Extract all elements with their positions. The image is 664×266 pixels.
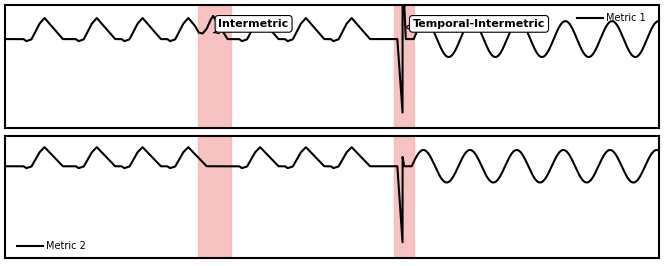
Text: Metric 1: Metric 1: [606, 13, 646, 23]
Bar: [198, 136, 230, 258]
Bar: [394, 136, 414, 258]
Text: Intermetric: Intermetric: [213, 19, 289, 34]
Text: Temporal-Intermetric: Temporal-Intermetric: [406, 19, 545, 29]
Bar: [198, 5, 230, 128]
Bar: [394, 5, 414, 128]
Text: Metric 2: Metric 2: [46, 241, 86, 251]
